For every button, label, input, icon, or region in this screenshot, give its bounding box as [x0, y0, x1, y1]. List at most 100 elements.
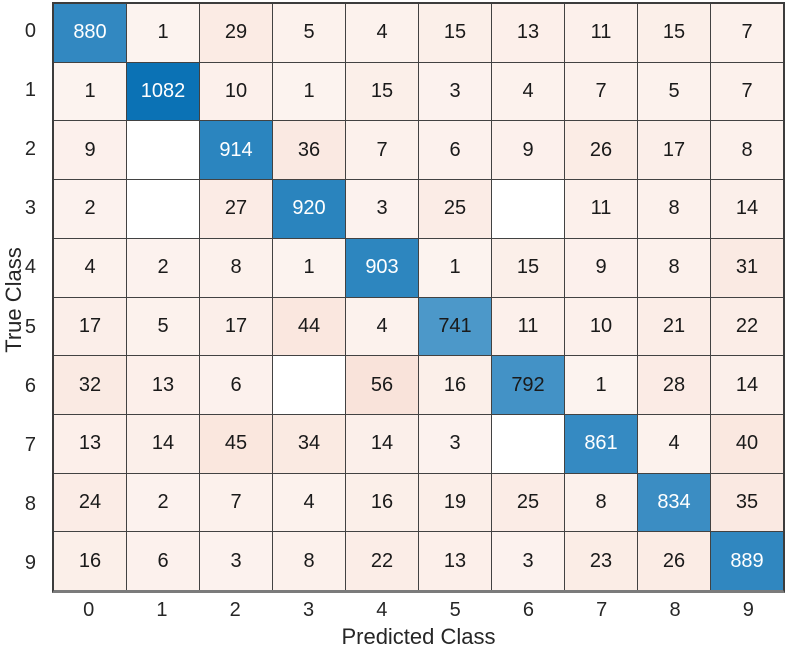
y-tick-labels: 0 1 2 3 4 5 6 7 8 9	[0, 2, 44, 593]
matrix-cell: 36	[273, 121, 345, 180]
matrix-cell: 13	[54, 414, 126, 473]
matrix-cell: 8	[200, 238, 272, 297]
matrix-cell: 29	[200, 4, 272, 62]
matrix-cell: 8	[711, 121, 783, 180]
matrix-cell	[492, 180, 564, 238]
matrix-cell: 22	[346, 532, 418, 590]
matrix-cell: 1	[273, 238, 345, 297]
matrix-cell: 34	[273, 414, 345, 473]
matrix-cell-diagonal: 1082	[127, 62, 199, 121]
matrix-cell: 44	[273, 297, 345, 356]
matrix-cell: 17	[638, 121, 710, 180]
matrix-cell: 32	[54, 356, 126, 414]
x-tick-label: 8	[669, 598, 681, 621]
matrix-cell: 10	[200, 62, 272, 121]
confusion-grid: 880 1 29 5 4 15 13 11 15 7 1 1082 10 1 15 3 4 7 5 7 9 914 36 7 6…	[52, 2, 785, 593]
matrix-cell: 22	[711, 297, 783, 356]
matrix-cell: 8	[638, 238, 710, 297]
matrix-cell	[127, 121, 199, 180]
matrix-cell: 7	[711, 62, 783, 121]
y-tick-label: 0	[24, 20, 36, 43]
matrix-cell: 6	[419, 121, 491, 180]
matrix-cell: 17	[200, 297, 272, 356]
matrix-cell: 1	[127, 4, 199, 62]
x-tick-label: 6	[522, 598, 534, 621]
matrix-cell: 19	[419, 473, 491, 532]
matrix-cell: 24	[54, 473, 126, 532]
matrix-cell: 13	[127, 356, 199, 414]
matrix-cell: 2	[54, 180, 126, 238]
x-tick-label: 4	[376, 598, 388, 621]
matrix-cell: 9	[54, 121, 126, 180]
y-tick-label: 6	[24, 374, 36, 397]
x-tick-label: 0	[83, 598, 95, 621]
x-tick-label: 9	[742, 598, 754, 621]
matrix-cell: 13	[419, 532, 491, 590]
x-axis-label: Predicted Class	[341, 624, 496, 649]
matrix-cell: 11	[565, 4, 637, 62]
matrix-cell: 16	[346, 473, 418, 532]
matrix-cell: 14	[127, 414, 199, 473]
matrix-cell: 27	[200, 180, 272, 238]
matrix-cell: 1	[565, 356, 637, 414]
matrix-cell: 2	[127, 473, 199, 532]
matrix-cell: 15	[492, 238, 564, 297]
matrix-cell-diagonal: 880	[54, 4, 126, 62]
y-tick-label: 2	[24, 138, 36, 161]
matrix-cell: 56	[346, 356, 418, 414]
y-tick-label: 9	[24, 551, 36, 574]
matrix-cell: 16	[419, 356, 491, 414]
x-tick-label: 5	[449, 598, 461, 621]
matrix-cell: 3	[419, 414, 491, 473]
matrix-cell: 40	[711, 414, 783, 473]
matrix-cell: 26	[565, 121, 637, 180]
matrix-cell-diagonal: 741	[419, 297, 491, 356]
matrix-cell: 13	[492, 4, 564, 62]
y-tick-label: 4	[24, 256, 36, 279]
matrix-cell-diagonal: 889	[711, 532, 783, 590]
matrix-cell: 4	[54, 238, 126, 297]
matrix-cell: 2	[127, 238, 199, 297]
matrix-cell: 4	[346, 297, 418, 356]
matrix-cell: 25	[419, 180, 491, 238]
matrix-cell-diagonal: 792	[492, 356, 564, 414]
matrix-cell: 7	[565, 62, 637, 121]
matrix-cell: 4	[273, 473, 345, 532]
matrix-cell: 4	[346, 4, 418, 62]
matrix-cell: 26	[638, 532, 710, 590]
matrix-cell: 9	[492, 121, 564, 180]
matrix-cell: 17	[54, 297, 126, 356]
matrix-cell: 9	[565, 238, 637, 297]
matrix-cell	[127, 180, 199, 238]
matrix-cell-diagonal: 861	[565, 414, 637, 473]
matrix-cell: 1	[273, 62, 345, 121]
matrix-cell: 7	[200, 473, 272, 532]
matrix-cell-diagonal: 920	[273, 180, 345, 238]
matrix-cell: 11	[492, 297, 564, 356]
matrix-cell: 7	[346, 121, 418, 180]
matrix-cell: 7	[711, 4, 783, 62]
matrix-cell: 3	[492, 532, 564, 590]
x-tick-label: 1	[156, 598, 168, 621]
matrix-cell: 4	[638, 414, 710, 473]
matrix-cell: 25	[492, 473, 564, 532]
x-tick-label: 3	[302, 598, 315, 621]
matrix-cell: 21	[638, 297, 710, 356]
matrix-cell-diagonal: 834	[638, 473, 710, 532]
matrix-cell: 45	[200, 414, 272, 473]
y-tick-label: 7	[24, 433, 36, 456]
matrix-cell: 15	[346, 62, 418, 121]
matrix-cell-diagonal: 903	[346, 238, 418, 297]
x-tick-label: 2	[229, 598, 241, 621]
matrix-cell: 1	[54, 62, 126, 121]
matrix-cell: 28	[638, 356, 710, 414]
matrix-cell: 3	[419, 62, 491, 121]
matrix-cell: 16	[54, 532, 126, 590]
matrix-cell-diagonal: 914	[200, 121, 272, 180]
matrix-cell: 1	[419, 238, 491, 297]
matrix-cell: 10	[565, 297, 637, 356]
matrix-cell: 8	[273, 532, 345, 590]
matrix-cell	[273, 356, 345, 414]
matrix-cell: 3	[346, 180, 418, 238]
